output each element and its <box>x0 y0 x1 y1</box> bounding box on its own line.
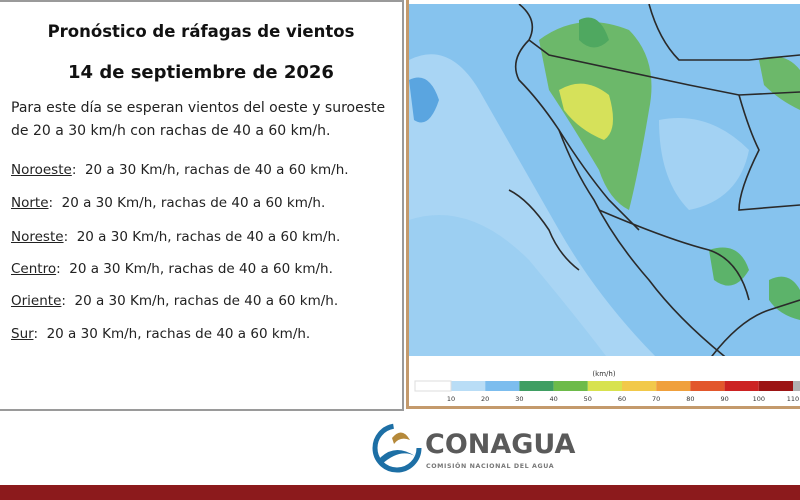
legend-swatch <box>793 381 800 391</box>
region-detail: : 20 a 30 Km/h, rachas de 40 a 60 km/h. <box>71 162 349 178</box>
legend-tick-label: 20 <box>481 395 489 403</box>
legend-tick-label: 100 <box>753 395 765 403</box>
region-row: Norte: 20 a 30 Km/h, rachas de 40 a 60 k… <box>11 195 325 211</box>
logo-ring <box>372 423 422 473</box>
region-name: Sur <box>11 326 34 342</box>
title: Pronóstico de ráfagas de vientos <box>47 22 355 41</box>
legend-swatch <box>485 381 520 391</box>
brand-svg: CONAGUA COMISIÓN NACIONAL DEL AGUA <box>372 423 576 473</box>
legend-swatch <box>758 381 793 391</box>
footer-bar <box>0 485 800 500</box>
legend-tick-label: 10 <box>447 395 455 403</box>
legend-tick-label: 70 <box>652 395 660 403</box>
region-detail: : 20 a 30 Km/h, rachas de 40 a 60 km/h. <box>48 195 326 211</box>
legend-swatch <box>553 381 588 391</box>
logo-wave <box>380 449 415 464</box>
region-row: Oriente: 20 a 30 Km/h, rachas de 40 a 60… <box>11 293 338 309</box>
map-image <box>409 4 800 356</box>
region-detail: : 20 a 30 Km/h, rachas de 40 a 60 km/h. <box>63 229 341 245</box>
wind-map: (km/h) 10 20 30 40 50 60 70 80 90 100 110 <box>406 0 800 409</box>
brand-subtitle: COMISIÓN NACIONAL DEL AGUA <box>426 461 554 470</box>
region-detail: : 20 a 30 Km/h, rachas de 40 a 60 km/h. <box>56 261 333 277</box>
legend-swatch <box>690 381 725 391</box>
map-svg: (km/h) 10 20 30 40 50 60 70 80 90 100 110 <box>409 4 800 403</box>
legend-swatch <box>656 381 691 391</box>
brand: CONAGUA COMISIÓN NACIONAL DEL AGUA <box>370 418 600 480</box>
legend-swatch <box>622 381 657 391</box>
legend-tick-label: 80 <box>686 395 694 403</box>
legend-swatch <box>587 381 622 391</box>
region-name: Centro <box>11 261 57 277</box>
legend-tick-label: 90 <box>720 395 728 403</box>
legend-tick-label: 30 <box>515 395 523 403</box>
legend: (km/h) 10 20 30 40 50 60 70 80 90 100 110 <box>414 370 800 403</box>
date: 14 de septiembre de 2026 <box>68 62 334 83</box>
region-detail: : 20 a 30 Km/h, rachas de 40 a 60 km/h. <box>61 293 339 309</box>
intro-line: Para este día se esperan vientos del oes… <box>11 100 386 116</box>
legend-tick-label: 50 <box>584 395 592 403</box>
logo-eagle <box>392 432 410 444</box>
region-row: Centro: 20 a 30 Km/h, rachas de 40 a 60 … <box>11 261 333 277</box>
region-name: Norte <box>11 195 49 211</box>
legend-tick-label: 110 <box>787 395 799 403</box>
region-row: Noroeste: 20 a 30 Km/h, rachas de 40 a 6… <box>11 162 349 178</box>
legend-tick-label: 40 <box>549 395 557 403</box>
legend-swatch <box>451 381 486 391</box>
legend-unit: (km/h) <box>592 370 615 378</box>
forecast-panel: Pronóstico de ráfagas de vientos 14 de s… <box>0 0 404 411</box>
legend-swatch <box>519 381 554 391</box>
region-row: Noreste: 20 a 30 Km/h, rachas de 40 a 60… <box>11 229 340 245</box>
region-row: Sur: 20 a 30 Km/h, rachas de 40 a 60 km/… <box>11 326 310 342</box>
legend-tick-label: 60 <box>618 395 626 403</box>
region-name: Oriente <box>11 293 62 309</box>
legend-swatch <box>724 381 759 391</box>
brand-name: CONAGUA <box>425 429 576 460</box>
intro-line: de 20 a 30 km/h con rachas de 40 a 60 km… <box>11 123 331 139</box>
region-name: Noreste <box>11 229 64 245</box>
region-name: Noroeste <box>11 162 72 178</box>
region-detail: : 20 a 30 Km/h, rachas de 40 a 60 km/h. <box>33 326 311 342</box>
legend-swatch-blank <box>414 380 452 392</box>
